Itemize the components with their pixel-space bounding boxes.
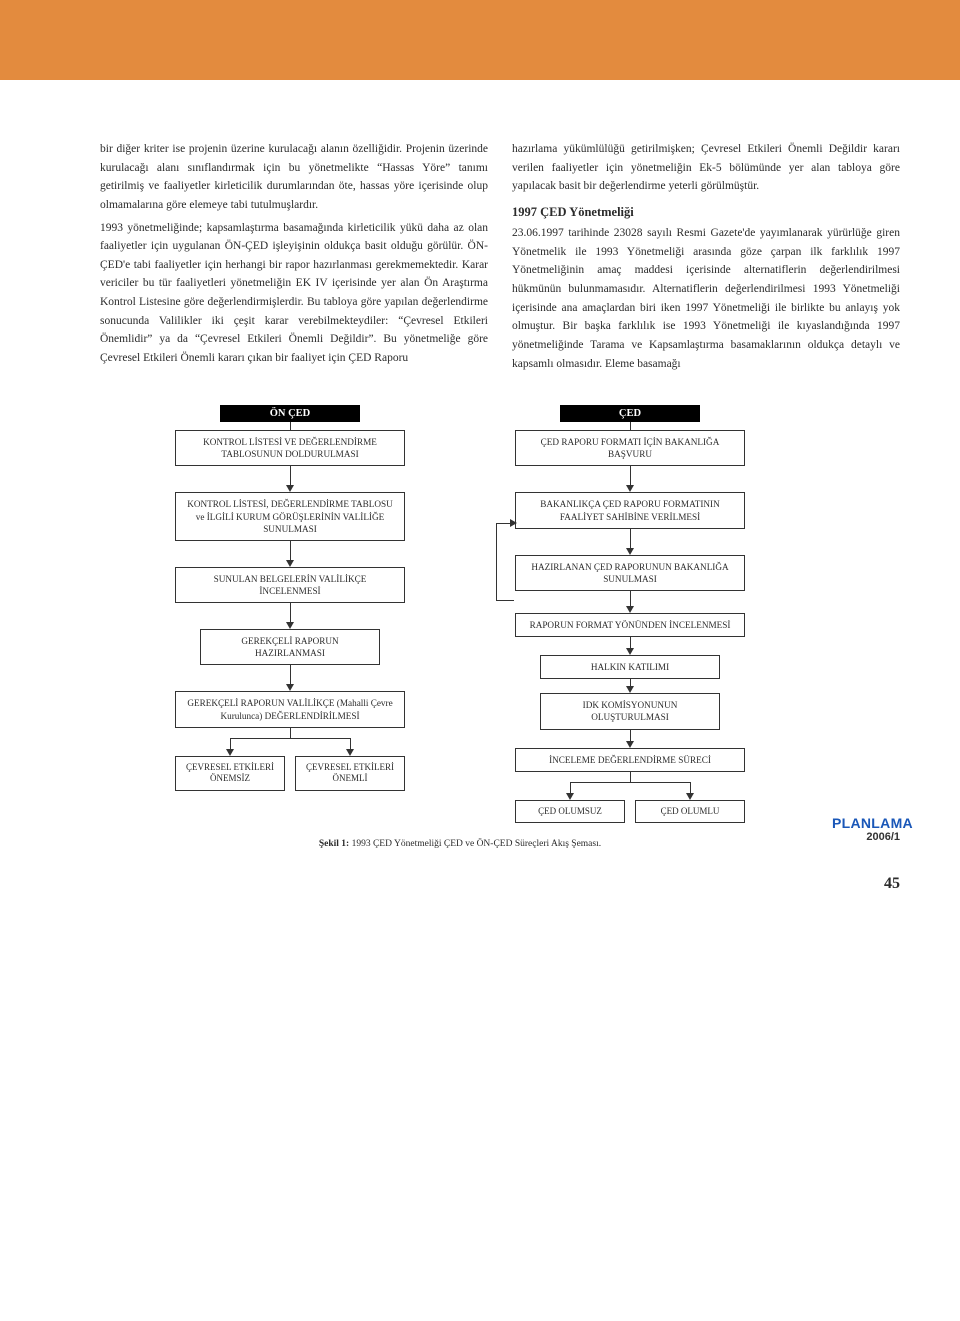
flow-left: ÖN ÇED KONTROL LİSTESİ VE DEĞERLENDİRME … xyxy=(150,405,430,823)
body-columns: bir diğer kriter ise projenin üzerine ku… xyxy=(100,140,900,373)
flow-left-title: ÖN ÇED xyxy=(220,405,360,422)
flow-right: ÇED ÇED RAPORU FORMATI İÇİN BAKANLIĞA BA… xyxy=(490,405,770,823)
page-content: bir diğer kriter ise projenin üzerine ku… xyxy=(0,80,960,933)
flow-right-title: ÇED xyxy=(560,405,700,422)
flow-left-out-onemsiz: ÇEVRESEL ETKİLERİ ÖNEMSİZ xyxy=(175,756,285,791)
caption-label: Şekil 1: xyxy=(319,839,349,849)
flow-right-split: ÇED OLUMSUZ ÇED OLUMLU xyxy=(515,782,745,824)
flow-left-n1: KONTROL LİSTESİ VE DEĞERLENDİRME TABLOSU… xyxy=(175,430,405,466)
caption-text: 1993 ÇED Yönetmeliği ÇED ve ÖN-ÇED Süreç… xyxy=(349,839,601,849)
flow-right-n5: HALKIN KATILIMI xyxy=(540,655,720,679)
flow-left-n5: GEREKÇELİ RAPORUN VALİLİKÇE (Mahalli Çev… xyxy=(175,691,405,727)
flow-left-n2: KONTROL LİSTESİ, DEĞERLENDİRME TABLOSU v… xyxy=(175,492,405,540)
flow-left-out-onemli: ÇEVRESEL ETKİLERİ ÖNEMLİ xyxy=(295,756,405,791)
flow-left-n3: SUNULAN BELGELERİN VALİLİKÇE İNCELENMESİ xyxy=(175,567,405,603)
margin-planlama: PLANLAMA xyxy=(832,815,900,831)
flow-right-n6: IDK KOMİSYONUNUN OLUŞTURULMASI xyxy=(540,693,720,729)
flow-right-n4: RAPORUN FORMAT YÖNÜNDEN İNCELENMESİ xyxy=(515,613,745,637)
page-number: 45 xyxy=(100,875,900,893)
flow-right-out-olumsuz: ÇED OLUMSUZ xyxy=(515,800,625,824)
figure-caption: Şekil 1: 1993 ÇED Yönetmeliği ÇED ve ÖN-… xyxy=(100,839,820,849)
flow-right-loop-connector xyxy=(496,523,514,601)
flowchart: ÖN ÇED KONTROL LİSTESİ VE DEĞERLENDİRME … xyxy=(100,405,820,823)
left-para-1: bir diğer kriter ise projenin üzerine ku… xyxy=(100,140,488,215)
right-para-1: hazırlama yükümlülüğü getirilmişken; Çev… xyxy=(512,140,900,196)
margin-year: 2006/1 xyxy=(832,831,900,843)
flow-right-loop-arrow xyxy=(510,519,517,527)
flow-right-n1: ÇED RAPORU FORMATI İÇİN BAKANLIĞA BAŞVUR… xyxy=(515,430,745,466)
flow-right-n2: BAKANLIKÇA ÇED RAPORU FORMATININ FAALİYE… xyxy=(515,492,745,528)
flow-right-n3: HAZIRLANAN ÇED RAPORUNUN BAKANLIĞA SUNUL… xyxy=(515,555,745,591)
subheading-1997: 1997 ÇED Yönetmeliği xyxy=(512,202,900,222)
flow-left-split: ÇEVRESEL ETKİLERİ ÖNEMSİZ ÇEVRESEL ETKİL… xyxy=(175,738,405,791)
right-column: hazırlama yükümlülüğü getirilmişken; Çev… xyxy=(512,140,900,373)
right-para-2: 23.06.1997 tarihinde 23028 sayılı Resmi … xyxy=(512,224,900,373)
left-para-2: 1993 yönetmeliğinde; kapsamlaştırma basa… xyxy=(100,219,488,368)
flow-right-out-olumlu: ÇED OLUMLU xyxy=(635,800,745,824)
margin-label: PLANLAMA 2006/1 xyxy=(820,815,900,849)
header-bar xyxy=(0,0,960,80)
left-column: bir diğer kriter ise projenin üzerine ku… xyxy=(100,140,488,373)
flow-right-n7: İNCELEME DEĞERLENDİRME SÜRECİ xyxy=(515,748,745,772)
flow-left-n4: GEREKÇELİ RAPORUN HAZIRLANMASI xyxy=(200,629,380,665)
